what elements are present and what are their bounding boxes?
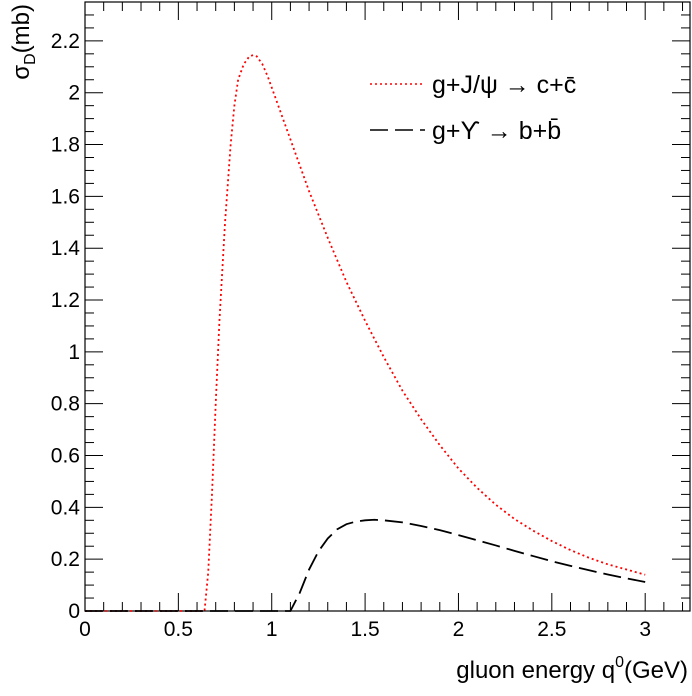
- y-tick-label: 1.4: [51, 237, 81, 260]
- y-tick-label: 1.6: [51, 185, 80, 208]
- x-tick-label: 0.5: [164, 618, 193, 641]
- y-tick-label: 0.4: [51, 496, 81, 519]
- x-tick-label: 3: [639, 618, 651, 641]
- y-axis-title: σD(mb): [8, 4, 39, 80]
- legend-label-jpsi: g+J/ψ → c+c̄: [432, 71, 576, 99]
- y-tick-label: 1: [68, 341, 80, 364]
- x-tick-label: 2: [453, 618, 465, 641]
- x-tick-label: 2.5: [537, 618, 566, 641]
- x-axis-title-sup: 0: [615, 654, 624, 671]
- y-tick-label: 0: [68, 600, 80, 623]
- series-line-0: [85, 54, 646, 612]
- y-axis-title-sub: D: [22, 53, 39, 65]
- y-tick-label: 0.6: [51, 445, 80, 468]
- tick-labels: 0 0.5 1 1.5 2 2.5 3 0 0.2 0.4 0.6 0.8 1 1.2 1.4 1.6 1.8 2…: [51, 30, 651, 641]
- legend-label-upsilon: g+ϒ → b+b̄: [432, 117, 561, 145]
- x-axis-title: gluon energy q0(GeV): [456, 654, 688, 684]
- series-line-1: [85, 518, 646, 612]
- y-tick-label: 0.8: [51, 393, 80, 416]
- x-axis-title-unit: (GeV): [624, 657, 688, 684]
- x-tick-label: 1.5: [350, 618, 379, 641]
- x-tick-label: 0: [79, 618, 91, 641]
- series-layer: [85, 54, 646, 612]
- plot-frame: [84, 1, 691, 612]
- y-axis-title-sym: σ: [8, 65, 35, 80]
- x-axis-title-main: gluon energy q: [456, 657, 615, 684]
- x-tick-label: 1: [266, 618, 278, 641]
- y-tick-label: 2: [68, 82, 80, 105]
- y-tick-label: 2.2: [51, 30, 80, 53]
- tick-marks: [84, 1, 690, 612]
- legend: g+J/ψ → c+c̄ g+ϒ → b+b̄: [370, 71, 576, 145]
- y-axis-title-unit: (mb): [8, 4, 35, 53]
- y-tick-label: 1.8: [51, 134, 80, 157]
- y-tick-label: 1.2: [51, 289, 80, 312]
- y-tick-label: 0.2: [51, 548, 80, 571]
